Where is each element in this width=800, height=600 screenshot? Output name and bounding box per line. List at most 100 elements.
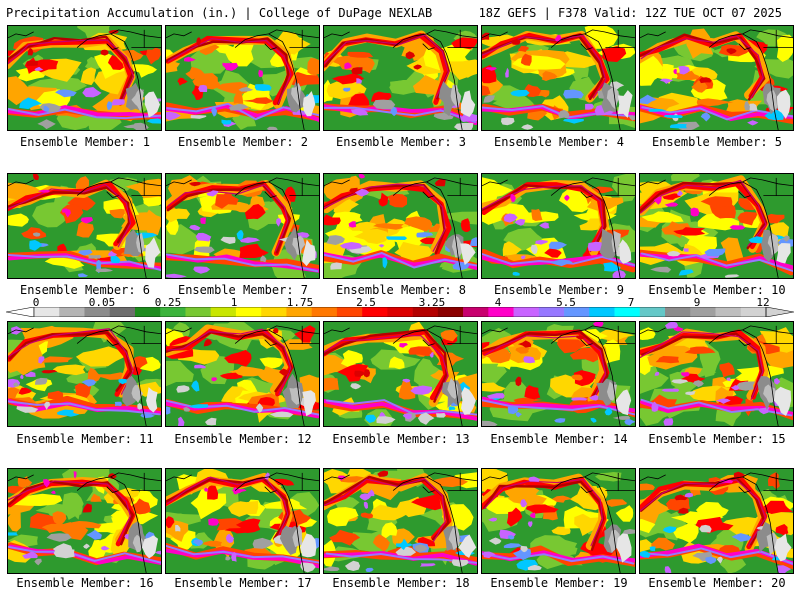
- ensemble-member-map: [639, 468, 794, 574]
- ensemble-member-label: Ensemble Member: 19: [490, 576, 628, 590]
- precip-field: [8, 469, 161, 573]
- ensemble-member-label: Ensemble Member: 6: [19, 283, 151, 297]
- ensemble-member-label: Ensemble Member: 14: [490, 432, 628, 446]
- colorbar-swatch: [463, 307, 489, 317]
- ensemble-member-map: [481, 468, 636, 574]
- colorbar-tick-label: 2.5: [356, 296, 376, 309]
- colorbar-swatch: [513, 307, 540, 317]
- colorbar-swatch: [84, 307, 111, 317]
- ensemble-member-map: [323, 25, 478, 131]
- precip-field: [8, 174, 161, 278]
- precip-field: [482, 26, 635, 130]
- colorbar-swatch: [589, 307, 615, 317]
- precip-field: [640, 469, 793, 573]
- ensemble-member-map: [7, 25, 162, 131]
- colorbar-swatch: [362, 307, 388, 317]
- ensemble-member-map: [481, 25, 636, 131]
- ensemble-member-label: Ensemble Member: 20: [648, 576, 786, 590]
- ensemble-member-map: [7, 173, 162, 279]
- run-info: 18Z GEFS | F378 Valid: 12Z TUE OCT 07 20…: [478, 6, 782, 20]
- ensemble-member-map: [165, 468, 320, 574]
- colorbar-tick-label: 0.25: [154, 296, 182, 309]
- colorbar-swatch: [488, 307, 514, 317]
- colorbar-swatch: [614, 307, 641, 317]
- ensemble-member-map: [165, 25, 320, 131]
- ensemble-member-map: [639, 173, 794, 279]
- colorbar-swatch: [59, 307, 85, 317]
- ensemble-member-map: [323, 173, 478, 279]
- colorbar-swatch: [564, 307, 590, 317]
- ensemble-member-label: Ensemble Member: 10: [648, 283, 786, 297]
- ensemble-member-label: Ensemble Member: 12: [174, 432, 312, 446]
- ensemble-member-map: [7, 321, 162, 427]
- colorbar-swatch: [336, 307, 363, 317]
- colorbar-tick-label: 0.05: [88, 296, 116, 309]
- colorbar-swatch: [311, 307, 338, 317]
- colorbar-tick-label: 12: [756, 296, 770, 309]
- precip-field: [482, 322, 635, 426]
- colorbar-swatch: [740, 307, 767, 317]
- ensemble-member-map: [481, 321, 636, 427]
- precip-field: [166, 26, 319, 130]
- ensemble-member-label: Ensemble Member: 5: [651, 135, 783, 149]
- colorbar-tick-label: 1.75: [286, 296, 314, 309]
- ensemble-member-map: [165, 173, 320, 279]
- ensemble-member-map: [639, 321, 794, 427]
- colorbar-swatch: [639, 307, 666, 317]
- precip-field: [166, 174, 319, 278]
- precip-field: [8, 26, 161, 130]
- ensemble-member-label: Ensemble Member: 18: [332, 576, 470, 590]
- colorbar-swatch: [286, 307, 312, 317]
- colorbar-swatch: [185, 307, 211, 317]
- ensemble-member-map: [323, 321, 478, 427]
- colorbar-swatch: [412, 307, 439, 317]
- precip-field: [640, 174, 793, 278]
- colorbar-scale: [6, 307, 794, 317]
- ensemble-member-label: Ensemble Member: 2: [177, 135, 309, 149]
- colorbar-labels: 0 0.05 0.25 1 1.75 2.5 3.25 4 5.5 7 9 12: [0, 296, 800, 309]
- colorbar-swatch: [109, 307, 136, 317]
- colorbar-swatch: [34, 307, 60, 317]
- precip-field: [640, 26, 793, 130]
- colorbar-swatch: [690, 307, 716, 317]
- map-header: Precipitation Accumulation (in.) | Colle…: [0, 0, 800, 24]
- ensemble-member-map: [7, 468, 162, 574]
- precip-field: [324, 469, 477, 573]
- colorbar-swatch: [387, 307, 413, 317]
- colorbar-tick-label: 5.5: [556, 296, 576, 309]
- colorbar-swatch: [134, 307, 161, 317]
- colorbar-tick-label: 7: [627, 296, 635, 309]
- ensemble-member-label: Ensemble Member: 13: [332, 432, 470, 446]
- map-title: Precipitation Accumulation (in.) | Colle…: [6, 6, 433, 20]
- colorbar-swatch: [210, 307, 237, 317]
- colorbar-swatch: [261, 307, 287, 317]
- ensemble-member-label: Ensemble Member: 16: [16, 576, 154, 590]
- colorbar-swatch: [160, 307, 186, 317]
- ensemble-member-label: Ensemble Member: 17: [174, 576, 312, 590]
- colorbar-tick-label: 9: [693, 296, 701, 309]
- precip-field: [166, 469, 319, 573]
- colorbar-swatch: [538, 307, 565, 317]
- ensemble-member-map: [165, 321, 320, 427]
- ensemble-member-label: Ensemble Member: 7: [177, 283, 309, 297]
- ensemble-member-label: Ensemble Member: 1: [19, 135, 151, 149]
- colorbar-swatch: [235, 307, 262, 317]
- colorbar-swatch: [715, 307, 742, 317]
- colorbar-tick-label: 3.25: [418, 296, 446, 309]
- ensemble-member-label: Ensemble Member: 3: [335, 135, 467, 149]
- ensemble-member-label: Ensemble Member: 8: [335, 283, 467, 297]
- precip-field: [482, 174, 635, 278]
- ensemble-member-map: [323, 468, 478, 574]
- ensemble-member-map: [481, 173, 636, 279]
- colorbar-max-arrow: [765, 307, 794, 317]
- colorbar-swatch: [437, 307, 464, 317]
- precip-field: [324, 26, 477, 130]
- ensemble-member-label: Ensemble Member: 4: [493, 135, 625, 149]
- precip-field: [8, 322, 161, 426]
- precip-field: [640, 322, 793, 426]
- ensemble-member-label: Ensemble Member: 9: [493, 283, 625, 297]
- colorbar-tick-label: 1: [230, 296, 238, 309]
- ensemble-member-label: Ensemble Member: 15: [648, 432, 786, 446]
- colorbar-swatch: [665, 307, 691, 317]
- ensemble-member-label: Ensemble Member: 11: [16, 432, 154, 446]
